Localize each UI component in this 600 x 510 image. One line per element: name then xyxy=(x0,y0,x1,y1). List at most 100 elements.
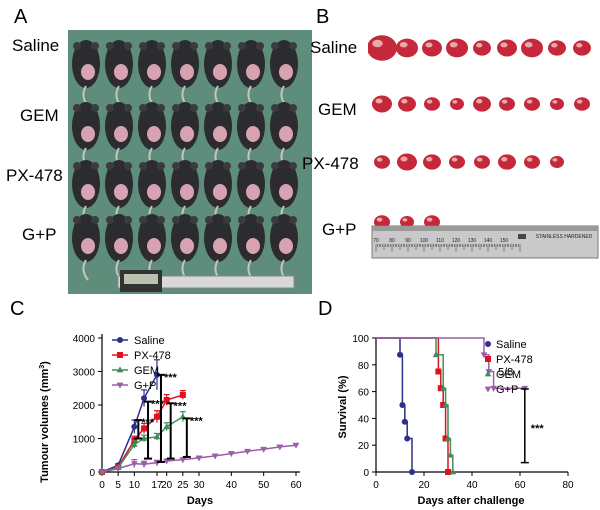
tumour xyxy=(374,155,390,169)
ruler: 70 80 90 100 110 120 130 140 150 STAINLESS HARDE… xyxy=(371,225,599,259)
d-ytick-label: 80 xyxy=(358,361,370,372)
c-point-gp xyxy=(131,461,138,468)
d-point-px478 xyxy=(445,469,451,475)
ruler-number: 130 xyxy=(468,238,477,244)
mouse xyxy=(105,102,133,169)
panel-b-letter: B xyxy=(316,6,330,28)
tumour xyxy=(396,38,418,58)
c-point-gp xyxy=(163,458,170,465)
c-ytick-label: 2000 xyxy=(73,401,96,412)
d-point-gem xyxy=(439,384,447,391)
c-point-gp xyxy=(195,455,203,462)
tumour xyxy=(524,97,540,111)
tumour xyxy=(368,35,397,61)
c-point-gp xyxy=(260,446,267,453)
c-point-saline xyxy=(141,395,148,402)
d-point-gp xyxy=(490,385,497,392)
mouse xyxy=(171,214,199,281)
c-significance-label: *** xyxy=(164,372,178,384)
tumour-photo-illustration: 70 80 90 100 110 120 130 140 150 STAINLESS HARDE… xyxy=(368,35,599,259)
mouse xyxy=(105,214,133,281)
mouse xyxy=(171,40,199,107)
mouse xyxy=(270,214,298,281)
c-point-gp xyxy=(228,451,235,458)
d-point-saline xyxy=(404,435,411,442)
d-xtick-label: 0 xyxy=(373,480,379,491)
c-xtick-label: 17 xyxy=(151,480,163,491)
ruler-number: 100 xyxy=(420,238,429,244)
c-point-px478 xyxy=(163,396,170,403)
c-ytick-label: 1000 xyxy=(73,435,96,446)
d-legend-marker xyxy=(484,370,492,377)
d-legend-marker xyxy=(485,356,491,362)
mouse xyxy=(72,102,100,169)
tumour-photo: 70 80 90 100 110 120 130 140 150 STAINLESS HARDE… xyxy=(368,26,600,286)
d-point-px478 xyxy=(440,402,447,408)
mouse xyxy=(270,40,298,107)
ruler-number: 150 xyxy=(500,238,509,244)
mouse xyxy=(105,40,133,107)
c-xtick-label: 40 xyxy=(226,480,238,491)
mouse-photo xyxy=(68,30,312,294)
panel-a-label-px478: PX-478 xyxy=(6,166,63,185)
d-point-px478 xyxy=(442,435,449,442)
d-point-gem xyxy=(449,468,457,475)
mouse-photo-illustration xyxy=(72,40,298,292)
d-legend-label: Saline xyxy=(496,339,527,351)
c-point-px478 xyxy=(153,413,160,420)
panel-a-label-gp: G+P xyxy=(22,225,57,244)
mouse xyxy=(237,160,265,227)
c-xtick-label: 60 xyxy=(290,480,302,491)
mouse xyxy=(204,40,232,107)
panel-b-label-px478: PX-478 xyxy=(302,154,359,173)
mouse xyxy=(72,214,100,281)
tumour xyxy=(548,40,566,56)
d-point-gp xyxy=(480,352,488,359)
c-significance-label: *** xyxy=(174,400,188,412)
mouse xyxy=(237,102,265,169)
d-legend-marker xyxy=(485,341,491,347)
tumour xyxy=(372,95,392,113)
c-legend-label: GEM xyxy=(134,365,159,377)
c-xtick-label: 10 xyxy=(129,480,141,491)
panel-b-label-gp: G+P xyxy=(322,220,357,239)
d-point-saline xyxy=(397,351,403,358)
panel-c-letter: C xyxy=(10,298,25,320)
c-point-gem xyxy=(163,423,170,430)
tumour xyxy=(473,96,491,112)
mouse xyxy=(237,40,265,107)
c-legend-marker xyxy=(117,337,123,343)
d-point-gem xyxy=(432,351,440,358)
tumour xyxy=(499,97,515,111)
c-point-gp xyxy=(98,469,106,476)
tumour xyxy=(398,96,416,112)
d-annotation-5-of-8: 5/8 xyxy=(498,367,513,379)
c-legend-label: PX-478 xyxy=(134,350,171,362)
c-point-px478 xyxy=(141,425,148,432)
d-ytick-label: 0 xyxy=(363,468,369,479)
c-point-gp xyxy=(211,453,219,460)
d-legend-label: PX-478 xyxy=(496,354,533,366)
mouse xyxy=(204,102,232,169)
ruler-number: 110 xyxy=(436,238,444,244)
c-legend-marker xyxy=(116,382,124,389)
tumour-volume-chart: Tumour volumes (mm3) Days 0 1000 2000 3000 4… xyxy=(39,334,302,507)
c-point-px478 xyxy=(179,391,186,398)
c-legend-label: G+P xyxy=(134,380,156,392)
d-xtick-label: 60 xyxy=(514,480,526,491)
mouse xyxy=(171,160,199,227)
c-point-gp xyxy=(292,442,300,449)
d-xtick-label: 20 xyxy=(418,480,430,491)
c-xtick-label: 5 xyxy=(115,480,121,491)
tumour xyxy=(497,39,517,57)
c-xtick-label: 30 xyxy=(193,480,205,491)
d-significance-label: *** xyxy=(531,423,545,435)
mouse xyxy=(171,102,199,169)
panel-b-label-gem: GEM xyxy=(318,100,357,119)
tumour xyxy=(423,154,441,170)
tumour xyxy=(524,155,540,169)
d-point-gem xyxy=(447,451,454,458)
c-xtick-label: 20 xyxy=(161,480,173,491)
c-point-gem xyxy=(140,434,148,441)
c-significance-label: *** xyxy=(190,415,204,427)
